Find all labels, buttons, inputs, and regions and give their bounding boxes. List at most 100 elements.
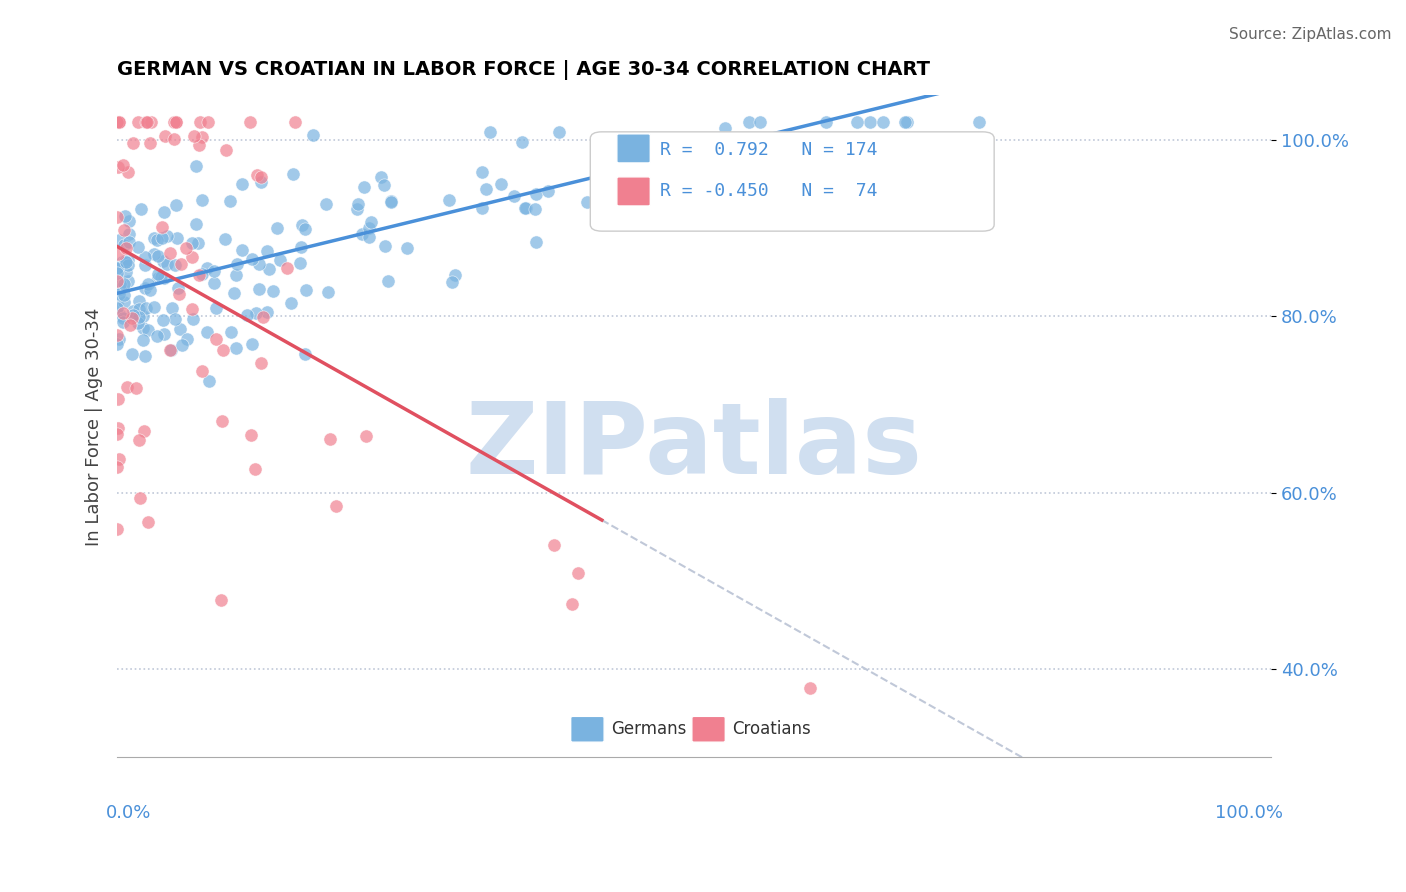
Point [748, 115, 770, 129]
Point [166, 231, 188, 245]
Point [374, 239, 396, 253]
Point [357, 221, 380, 235]
Point [190, 363, 212, 377]
Point [176, 332, 198, 346]
Point [134, 349, 156, 363]
Point [638, 153, 661, 168]
Text: 100.0%: 100.0% [1215, 804, 1282, 822]
Point [894, 115, 917, 129]
Point [231, 177, 253, 191]
Point [967, 115, 990, 129]
Point [107, 115, 129, 129]
Text: GERMAN VS CROATIAN IN LABOR FORCE | AGE 30-34 CORRELATION CHART: GERMAN VS CROATIAN IN LABOR FORCE | AGE … [117, 60, 931, 79]
FancyBboxPatch shape [571, 716, 605, 742]
Point [245, 462, 267, 476]
Point [576, 195, 599, 210]
Point [547, 125, 569, 139]
Point [143, 247, 166, 261]
Point [121, 310, 143, 325]
Text: R =  0.792   N = 174: R = 0.792 N = 174 [659, 141, 877, 159]
Point [543, 538, 565, 552]
Point [215, 143, 238, 157]
Point [373, 178, 395, 192]
Point [156, 256, 179, 270]
Point [872, 115, 894, 129]
Point [250, 169, 273, 184]
Point [127, 240, 149, 254]
Point [197, 261, 219, 276]
Point [354, 429, 377, 443]
Point [132, 309, 155, 323]
Point [776, 143, 799, 157]
Point [155, 128, 177, 143]
Point [246, 168, 269, 182]
FancyBboxPatch shape [617, 134, 651, 163]
Point [197, 115, 219, 129]
Point [159, 343, 181, 358]
Point [204, 263, 226, 277]
Text: R = -0.450   N =  74: R = -0.450 N = 74 [659, 183, 877, 201]
Point [214, 232, 236, 246]
Point [187, 235, 209, 250]
Point [160, 301, 183, 315]
Point [117, 258, 139, 272]
Point [125, 381, 148, 395]
Point [212, 343, 235, 358]
Text: Germans: Germans [612, 720, 686, 738]
Point [122, 304, 145, 318]
Point [294, 222, 316, 236]
Point [471, 201, 494, 215]
Point [146, 271, 169, 285]
Point [524, 187, 547, 202]
Point [120, 318, 142, 332]
Point [256, 305, 278, 319]
Point [163, 131, 186, 145]
Point [110, 277, 132, 291]
Point [205, 301, 228, 316]
Point [187, 137, 209, 152]
Point [859, 115, 882, 129]
Point [352, 227, 374, 241]
Point [647, 159, 669, 173]
Point [132, 333, 155, 347]
Point [105, 115, 128, 129]
Point [159, 246, 181, 260]
Point [219, 325, 242, 339]
Point [198, 374, 221, 388]
Point [150, 220, 173, 235]
Point [143, 231, 166, 245]
Point [107, 246, 129, 260]
Point [655, 166, 678, 180]
Text: Source: ZipAtlas.com: Source: ZipAtlas.com [1229, 27, 1392, 42]
Point [165, 115, 187, 129]
Point [346, 197, 368, 211]
Point [479, 125, 502, 139]
Point [114, 254, 136, 268]
Point [181, 312, 204, 326]
Point [353, 180, 375, 194]
Point [169, 321, 191, 335]
Point [134, 259, 156, 273]
Point [202, 276, 225, 290]
Point [127, 115, 149, 129]
Point [134, 281, 156, 295]
Point [524, 235, 547, 249]
Point [613, 139, 636, 153]
Point [108, 287, 131, 301]
Point [283, 167, 305, 181]
Point [118, 235, 141, 250]
Point [181, 302, 204, 317]
Point [107, 161, 129, 175]
Point [128, 294, 150, 309]
Point [247, 256, 270, 270]
Point [377, 274, 399, 288]
Point [160, 343, 183, 357]
Point [134, 424, 156, 438]
Point [138, 323, 160, 337]
Point [111, 306, 134, 320]
Point [188, 115, 211, 129]
Point [108, 451, 131, 466]
Point [165, 198, 187, 212]
Point [153, 327, 176, 342]
Point [112, 223, 135, 237]
